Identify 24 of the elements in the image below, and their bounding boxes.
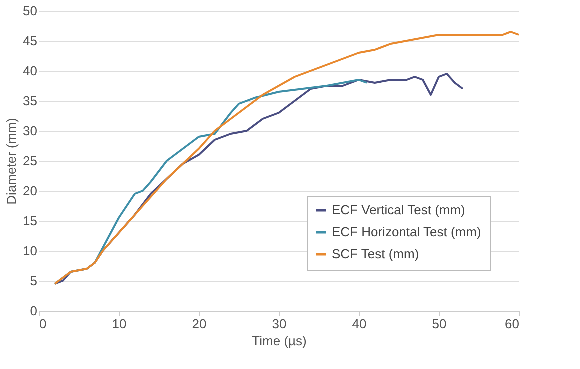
x-tick-label: 30: [272, 316, 287, 332]
legend-label: ECF Horizontal Test (mm): [332, 224, 482, 240]
x-axis-title: Time (µs): [252, 334, 307, 348]
y-tick-label: 0: [30, 304, 38, 318]
y-tick-label: 40: [23, 64, 38, 78]
y-tick-label: 45: [23, 34, 38, 48]
x-tick-label: 50: [432, 316, 447, 332]
y-tick-label: 15: [23, 214, 38, 228]
y-tick-label: 30: [23, 124, 38, 138]
y-tick-label: 35: [23, 94, 38, 108]
y-tick-label: 10: [23, 244, 38, 258]
y-tick-label: 20: [23, 184, 38, 198]
y-tick-label: 5: [30, 274, 38, 288]
y-tick-label: 50: [23, 4, 38, 18]
x-tick-label: 0: [40, 316, 47, 332]
x-tick-label: 60: [505, 316, 520, 332]
x-tick-label: 20: [192, 316, 207, 332]
y-axis-title: Diameter (mm): [4, 118, 20, 205]
x-tick-label: 10: [112, 316, 127, 332]
legend-label: ECF Vertical Test (mm): [332, 202, 466, 218]
x-tick-label: 40: [352, 316, 367, 332]
legend-label: SCF Test (mm): [332, 246, 420, 262]
line-series: [54, 31, 520, 285]
y-tick-label: 25: [23, 154, 38, 168]
